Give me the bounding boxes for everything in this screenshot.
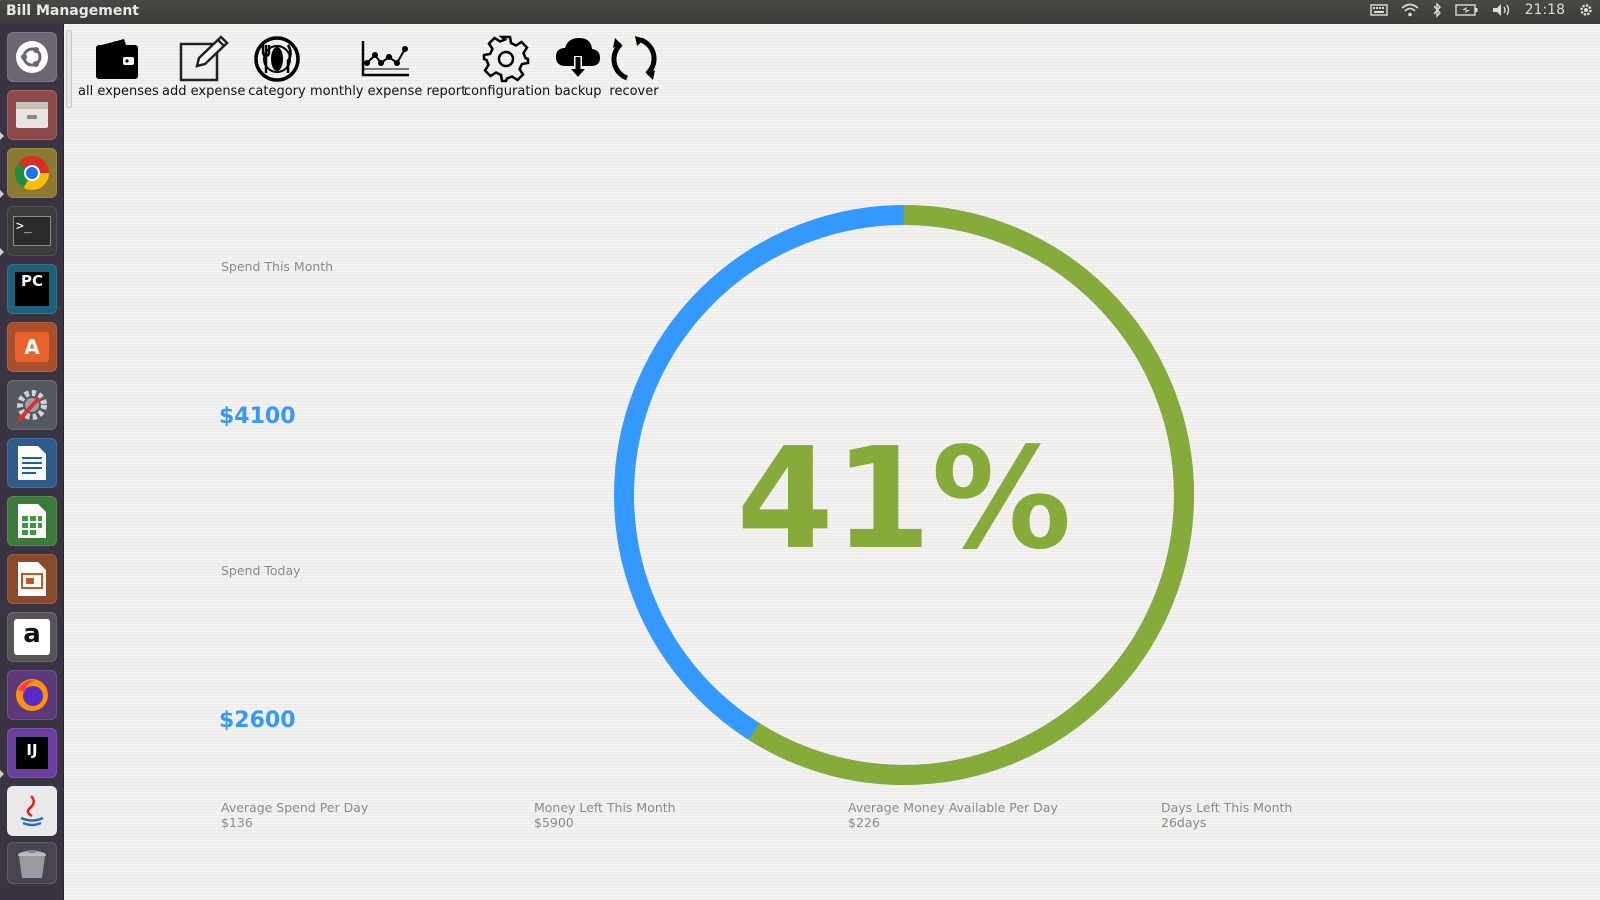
spend-today-label: Spend Today bbox=[221, 563, 301, 578]
intellij-icon[interactable]: IJ bbox=[7, 728, 57, 778]
stat-days-left-value: 26days bbox=[1161, 815, 1207, 830]
writer-icon[interactable] bbox=[7, 438, 57, 488]
amazon-icon[interactable]: a bbox=[7, 612, 57, 662]
toolbar-handle[interactable] bbox=[66, 30, 72, 108]
wallet-icon bbox=[96, 39, 138, 79]
session-gear-icon[interactable] bbox=[1578, 2, 1594, 18]
category-label: category bbox=[248, 84, 306, 99]
bluetooth-icon[interactable] bbox=[1432, 2, 1442, 18]
add-expense-button[interactable]: add expense bbox=[162, 32, 246, 99]
stat-avg-spend-label: Average Spend Per Day bbox=[221, 800, 369, 815]
stat-days-left-label: Days Left This Month bbox=[1161, 800, 1293, 815]
stat-avg-available-label: Average Money Available Per Day bbox=[848, 800, 1058, 815]
all-expenses-label: all expenses bbox=[78, 84, 159, 99]
intellij-glyph: IJ bbox=[16, 737, 48, 769]
add-expense-label: add expense bbox=[162, 84, 246, 99]
cloud-download-icon bbox=[556, 38, 600, 80]
stat-days-left: Days Left This Month 26days bbox=[1161, 800, 1292, 830]
clock[interactable]: 21:18 bbox=[1524, 2, 1565, 18]
trash-icon[interactable] bbox=[7, 842, 57, 884]
software-center-icon[interactable]: A bbox=[7, 322, 57, 372]
amazon-glyph: a bbox=[14, 619, 50, 655]
monthly-report-button[interactable]: monthly expense report bbox=[310, 32, 467, 99]
dash-icon[interactable] bbox=[7, 32, 57, 82]
main-area bbox=[64, 24, 1600, 900]
cutlery-icon bbox=[254, 36, 300, 82]
stat-money-left-value: $5900 bbox=[534, 815, 574, 830]
pycharm-glyph: PC bbox=[15, 272, 49, 306]
stat-avg-available: Average Money Available Per Day $226 bbox=[848, 800, 1058, 830]
window-title: Bill Management bbox=[6, 3, 139, 19]
launcher: >_ PC A a IJ bbox=[0, 24, 64, 900]
spend-month-value: $4100 bbox=[219, 404, 296, 429]
keyboard-icon[interactable] bbox=[1369, 3, 1388, 17]
settings-gear-icon bbox=[482, 35, 530, 83]
calc-icon[interactable] bbox=[7, 496, 57, 546]
stat-avg-spend-value: $136 bbox=[221, 815, 253, 830]
backup-button[interactable]: backup bbox=[552, 32, 604, 99]
volume-icon[interactable] bbox=[1492, 3, 1512, 17]
recover-label: recover bbox=[609, 84, 659, 99]
software-center-glyph: A bbox=[15, 332, 49, 362]
stat-avg-available-value: $226 bbox=[848, 815, 880, 830]
spend-month-label: Spend This Month bbox=[221, 259, 334, 274]
system-settings-icon[interactable] bbox=[7, 380, 57, 430]
refresh-icon bbox=[611, 36, 657, 81]
recover-button[interactable]: recover bbox=[606, 32, 662, 99]
wifi-icon[interactable] bbox=[1401, 3, 1419, 17]
top-panel: Bill Management 21:18 bbox=[0, 0, 1600, 24]
all-expenses-button[interactable]: all expenses bbox=[78, 32, 159, 99]
spend-today-value: $2600 bbox=[219, 708, 296, 733]
java-icon[interactable] bbox=[7, 786, 57, 836]
stat-avg-spend: Average Spend Per Day $136 bbox=[221, 800, 368, 830]
impress-icon[interactable] bbox=[7, 554, 57, 604]
terminal-glyph: >_ bbox=[13, 216, 51, 246]
monthly-report-label: monthly expense report bbox=[310, 84, 467, 99]
firefox-icon[interactable] bbox=[7, 670, 57, 720]
chrome-icon[interactable] bbox=[7, 148, 57, 198]
battery-icon[interactable] bbox=[1454, 3, 1479, 17]
gauge-remaining-arc bbox=[614, 205, 1194, 785]
line-chart-icon bbox=[361, 41, 409, 77]
configuration-label: configuration bbox=[464, 84, 551, 99]
pycharm-icon[interactable]: PC bbox=[7, 264, 57, 314]
files-icon[interactable] bbox=[7, 90, 57, 140]
edit-icon bbox=[179, 35, 229, 82]
stat-money-left: Money Left This Month $5900 bbox=[534, 800, 676, 830]
gauge-percent: 41% bbox=[736, 418, 1072, 581]
budget-gauge bbox=[614, 205, 1194, 785]
configuration-button[interactable]: configuration bbox=[464, 32, 551, 99]
terminal-icon[interactable]: >_ bbox=[7, 206, 57, 256]
stat-money-left-label: Money Left This Month bbox=[534, 800, 676, 815]
category-button[interactable]: category bbox=[248, 32, 306, 99]
backup-label: backup bbox=[554, 84, 602, 99]
